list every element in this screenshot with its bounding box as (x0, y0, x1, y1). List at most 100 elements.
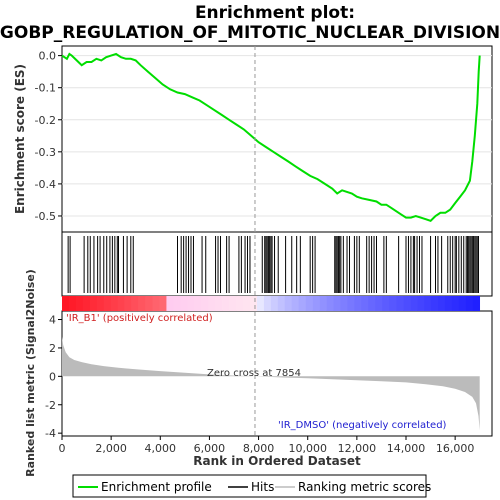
heatmap-segment (424, 296, 432, 311)
heatmap-segment (437, 296, 446, 311)
es-y-tick-label: -0.3 (35, 146, 56, 159)
heatmap-segment (124, 296, 132, 311)
heatmap-segment (222, 296, 230, 311)
es-y-tick-label: -0.5 (35, 210, 56, 223)
metric-y-tick-label: -4 (45, 427, 56, 440)
legend-box (72, 474, 427, 498)
metric-y-tick-label: -2 (45, 399, 56, 412)
heatmap-segment (444, 296, 453, 311)
x-ticks: 0 2,000 4,000 6,000 8,000 10,000 12,000 14,000 1… (59, 436, 475, 455)
heatmap-segment (215, 296, 223, 311)
es-y-tick-label: 0.0 (39, 50, 57, 63)
x-tick-label: 10,000 (288, 442, 327, 455)
metric-y-axis-label: Ranked list metric (Signal2Noise) (24, 269, 37, 477)
x-tick-label: 2,000 (95, 442, 127, 455)
es-panel-frame (61, 45, 493, 233)
heatmap-segment (117, 296, 125, 311)
es-y-tick-label: -0.4 (35, 178, 56, 191)
es-y-tick-label: -0.2 (35, 114, 56, 127)
x-tick-label: 0 (59, 442, 66, 455)
heatmap-segment (68, 296, 77, 311)
heatmap-segment (368, 296, 376, 311)
heatmap-segment (82, 296, 91, 311)
chart-title-line2: GOBP_REGULATION_OF_MITOTIC_NUCLEAR_DIVIS… (0, 23, 500, 43)
heatmap-segment (194, 296, 202, 311)
heatmap-segment (180, 296, 188, 311)
enrichment-profile-line (61, 52, 481, 222)
heatmap-segment (96, 296, 105, 311)
heatmap-segment (430, 296, 439, 311)
x-tick-label: 4,000 (145, 442, 177, 455)
heatmap-segment (305, 296, 313, 311)
rank-heatmap-bar (62, 296, 481, 311)
heatmap-segment (347, 296, 355, 311)
heatmap-segment (291, 296, 300, 311)
es-gridlines (62, 55, 492, 217)
heatmap-segment (340, 296, 348, 311)
heatmap-segment (145, 296, 153, 311)
heatmap-segment (451, 296, 460, 311)
heatmap-segment (263, 296, 272, 311)
negative-correlation-label: 'IR_DMSO' (negatively correlated) (278, 420, 447, 431)
heatmap-segment (256, 296, 265, 311)
hit-markers (67, 236, 479, 293)
heatmap-segment (396, 296, 404, 311)
heatmap-segment (62, 296, 70, 311)
heatmap-segment (472, 296, 481, 311)
heatmap-segment (417, 296, 425, 311)
heatmap-segment (229, 296, 237, 311)
heatmap-segment (270, 296, 279, 311)
heatmap-segment (312, 296, 320, 311)
heatmap-segment (236, 296, 244, 311)
heatmap-segment (389, 296, 397, 311)
legend-label-hits: Hits (251, 480, 274, 494)
heatmap-segment (249, 296, 258, 311)
positive-correlation-label: 'IR_B1' (positively correlated) (66, 313, 213, 324)
heatmap-segment (173, 296, 181, 311)
heatmap-segment (298, 296, 306, 311)
heatmap-segment (152, 296, 160, 311)
heatmap-segment (361, 296, 369, 311)
es-y-axis-label: Enrichment score (ES) (13, 64, 27, 214)
heatmap-segment (201, 296, 209, 311)
hits-panel-frame (61, 231, 493, 297)
metric-y-tick-label: 4 (49, 314, 56, 327)
legend-label-ranking-metric: Ranking metric scores (298, 480, 431, 494)
heatmap-segment (354, 296, 362, 311)
legend-label-enrichment-profile: Enrichment profile (101, 480, 212, 494)
heatmap-segment (319, 296, 327, 311)
heatmap-segment (110, 296, 118, 311)
heatmap-segment (89, 296, 98, 311)
metric-y-ticks: 4 2 0 -2 -4 (45, 314, 62, 440)
heatmap-segment (326, 296, 334, 311)
x-axis-label: Rank in Ordered Dataset (193, 454, 361, 468)
x-tick-label: 12,000 (338, 442, 377, 455)
zero-cross-label: Zero cross at 7854 (207, 368, 301, 379)
heatmap-segment (403, 296, 411, 311)
heatmap-segment (243, 296, 251, 311)
heatmap-segment (166, 296, 174, 311)
heatmap-segment (208, 296, 216, 311)
metric-y-tick-label: 0 (49, 370, 56, 383)
heatmap-segment (187, 296, 195, 311)
es-y-ticks: 0.0 -0.1 -0.2 -0.3 -0.4 -0.5 (35, 50, 62, 223)
heatmap-segment (382, 296, 390, 311)
x-tick-label: 8,000 (243, 442, 275, 455)
x-tick-label: 14,000 (387, 442, 426, 455)
heatmap-segment (375, 296, 383, 311)
heatmap-segment (284, 296, 293, 311)
x-tick-label: 16,000 (436, 442, 475, 455)
heatmap-segment (333, 296, 341, 311)
heatmap-segment (103, 296, 112, 311)
heatmap-segment (131, 296, 139, 311)
heatmap-segment (159, 296, 167, 311)
chart-title-line1: Enrichment plot: (195, 3, 355, 23)
heatmap-segment (458, 296, 467, 311)
heatmap-segment (75, 296, 84, 311)
heatmap-segment (410, 296, 418, 311)
heatmap-segment (277, 296, 286, 311)
metric-y-tick-label: 2 (49, 342, 56, 355)
x-tick-label: 6,000 (194, 442, 226, 455)
heatmap-segment (138, 296, 146, 311)
